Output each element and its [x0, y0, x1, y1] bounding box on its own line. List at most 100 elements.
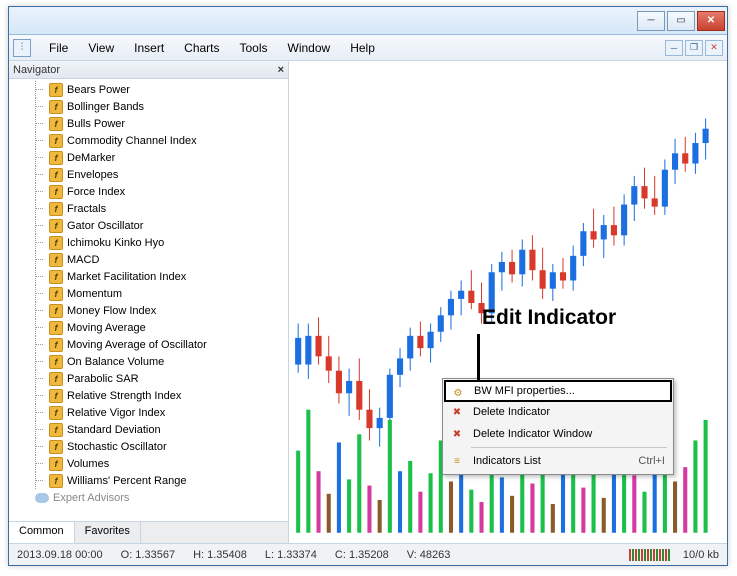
nav-tab-favorites[interactable]: Favorites: [75, 522, 141, 543]
indicator-item[interactable]: f Bulls Power: [9, 115, 288, 132]
function-icon: f: [49, 287, 63, 301]
indicator-label: On Balance Volume: [67, 356, 164, 368]
del-icon: ✖: [449, 404, 465, 420]
menu-help[interactable]: Help: [340, 38, 385, 58]
indicator-tree[interactable]: fBears PowerfBollinger BandsfBulls Power…: [9, 79, 288, 521]
menu-insert[interactable]: Insert: [124, 38, 174, 58]
indicator-label: Moving Average of Oscillator: [67, 339, 207, 351]
indicator-label: Ichimoku Kinko Hyo: [67, 237, 164, 249]
indicator-item[interactable]: fVolumes: [9, 455, 288, 472]
indicator-label: Bollinger Bands: [67, 101, 144, 113]
indicator-item[interactable]: f Gator Oscillator: [9, 217, 288, 234]
nav-tab-common[interactable]: Common: [9, 522, 75, 543]
ctx-item[interactable]: ≡Indicators ListCtrl+I: [445, 450, 671, 472]
indicator-label: Volumes: [67, 458, 109, 470]
function-icon: f: [49, 338, 63, 352]
navigator-title: Navigator: [13, 64, 60, 76]
indicator-label: Moving Average: [67, 322, 146, 334]
gear-icon: ⚙: [450, 385, 466, 401]
app-window: ─ ▭ ✕ ⫶ FileViewInsertChartsToolsWindowH…: [8, 6, 728, 566]
indicator-item[interactable]: fBears Power: [9, 81, 288, 98]
function-icon: f: [49, 389, 63, 403]
app-icon: ⫶: [13, 39, 31, 57]
indicator-item[interactable]: f Momentum: [9, 285, 288, 302]
cloud-icon: [35, 493, 49, 503]
indicator-item[interactable]: f Moving Average: [9, 319, 288, 336]
indicator-item[interactable]: f Money Flow Index: [9, 302, 288, 319]
indicator-label: Gator Oscillator: [67, 220, 143, 232]
navigator-panel: Navigator × fBears PowerfBollinger Bands…: [9, 61, 289, 543]
indicator-item[interactable]: fMACD: [9, 251, 288, 268]
connection-bars-icon: [629, 549, 671, 561]
status-open: O: 1.33567: [121, 549, 175, 561]
function-icon: f: [49, 406, 63, 420]
mdi-close-button[interactable]: ✕: [705, 40, 723, 56]
ctx-label: Delete Indicator Window: [473, 428, 592, 440]
function-icon: f: [49, 253, 63, 267]
indicator-label: Parabolic SAR: [67, 373, 139, 385]
navigator-tabs: CommonFavorites: [9, 521, 288, 543]
function-icon: f: [49, 117, 63, 131]
menu-file[interactable]: File: [39, 38, 78, 58]
function-icon: f: [49, 474, 63, 488]
indicator-label: Bulls Power: [67, 118, 125, 130]
ctx-item[interactable]: ⚙BW MFI properties...: [444, 380, 672, 402]
indicator-label: Williams' Percent Range: [67, 475, 186, 487]
context-menu: ⚙BW MFI properties...✖Delete Indicator✖D…: [442, 378, 674, 475]
minimize-button[interactable]: ─: [637, 11, 665, 31]
indicator-item[interactable]: f Parabolic SAR: [9, 370, 288, 387]
ctx-item[interactable]: ✖ Delete Indicator Window: [445, 423, 671, 445]
indicator-label: Relative Strength Index: [67, 390, 181, 402]
function-icon: f: [49, 100, 63, 114]
function-icon: f: [49, 185, 63, 199]
indicator-item[interactable]: fStandard Deviation: [9, 421, 288, 438]
indicator-item[interactable]: fEnvelopes: [9, 166, 288, 183]
indicator-label: Stochastic Oscillator: [67, 441, 167, 453]
status-volume: V: 48263: [407, 549, 451, 561]
indicator-item[interactable]: f Force Index: [9, 183, 288, 200]
indicator-label: Relative Vigor Index: [67, 407, 165, 419]
function-icon: f: [49, 83, 63, 97]
indicator-item[interactable]: f Moving Average of Oscillator: [9, 336, 288, 353]
expert-advisors-node[interactable]: Expert Advisors: [9, 489, 288, 506]
function-icon: f: [49, 440, 63, 454]
menubar: ⫶ FileViewInsertChartsToolsWindowHelp ─ …: [9, 35, 727, 61]
status-date: 2013.09.18 00:00: [17, 549, 103, 561]
function-icon: f: [49, 304, 63, 318]
menu-charts[interactable]: Charts: [174, 38, 229, 58]
function-icon: f: [49, 321, 63, 335]
indicator-item[interactable]: fMarket Facilitation Index: [9, 268, 288, 285]
function-icon: f: [49, 236, 63, 250]
indicator-label: Money Flow Index: [67, 305, 156, 317]
indicator-label: Fractals: [67, 203, 106, 215]
indicator-item[interactable]: f Relative Strength Index: [9, 387, 288, 404]
indicator-label: Momentum: [67, 288, 122, 300]
indicator-item[interactable]: f Bollinger Bands: [9, 98, 288, 115]
indicator-item[interactable]: f Ichimoku Kinko Hyo: [9, 234, 288, 251]
function-icon: f: [49, 372, 63, 386]
indicator-item[interactable]: f Commodity Channel Index: [9, 132, 288, 149]
indicator-label: Commodity Channel Index: [67, 135, 197, 147]
function-icon: f: [49, 134, 63, 148]
ctx-item[interactable]: ✖Delete Indicator: [445, 401, 671, 423]
del-icon: ✖: [449, 426, 465, 442]
indicator-item[interactable]: fDeMarker: [9, 149, 288, 166]
mdi-minimize-button[interactable]: ─: [665, 40, 683, 56]
indicator-item[interactable]: fFractals: [9, 200, 288, 217]
indicator-item[interactable]: f Williams' Percent Range: [9, 472, 288, 489]
indicator-item[interactable]: f Relative Vigor Index: [9, 404, 288, 421]
menu-view[interactable]: View: [78, 38, 124, 58]
navigator-close-button[interactable]: ×: [278, 64, 284, 76]
indicator-label: Force Index: [67, 186, 125, 198]
function-icon: f: [49, 151, 63, 165]
indicator-item[interactable]: f Stochastic Oscillator: [9, 438, 288, 455]
maximize-button[interactable]: ▭: [667, 11, 695, 31]
status-kb: 10/0 kb: [683, 549, 719, 561]
menu-tools[interactable]: Tools: [230, 38, 278, 58]
status-low: L: 1.33374: [265, 549, 317, 561]
mdi-restore-button[interactable]: ❐: [685, 40, 703, 56]
close-button[interactable]: ✕: [697, 11, 725, 31]
function-icon: f: [49, 219, 63, 233]
menu-window[interactable]: Window: [278, 38, 341, 58]
indicator-item[interactable]: fOn Balance Volume: [9, 353, 288, 370]
